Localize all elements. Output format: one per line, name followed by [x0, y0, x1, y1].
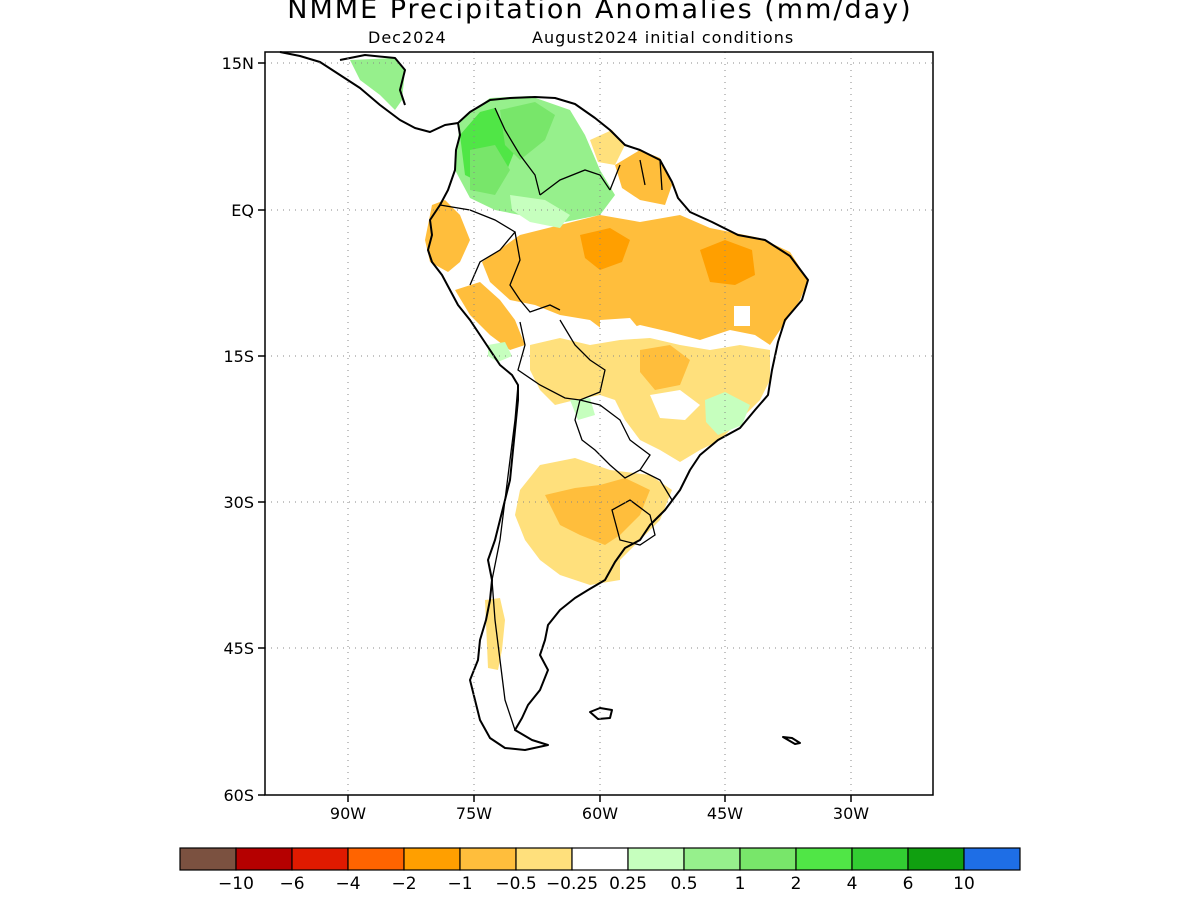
- axis-ticks: [258, 62, 852, 802]
- wet-patch-southeast-brazil: [705, 392, 750, 435]
- dry-anomaly-patagonia: [485, 598, 505, 670]
- legend-label: −1: [447, 874, 472, 894]
- lat-label: 15S: [223, 347, 254, 366]
- central-america-coastline: [279, 51, 459, 133]
- legend-label: −0.25: [546, 874, 598, 894]
- map-title: NMME Precipitation Anomalies (mm/day): [287, 0, 913, 25]
- anomaly-fields: [350, 58, 808, 670]
- legend-label: −10: [218, 874, 254, 894]
- legend-swatch: [459, 847, 517, 871]
- legend-label: −0.5: [495, 874, 536, 894]
- border-venezuela-brazil: [539, 169, 611, 196]
- wet-patch-amazon: [510, 195, 570, 228]
- legend-swatch: [739, 847, 797, 871]
- lat-label: 45S: [223, 639, 254, 658]
- legend-swatch: [907, 847, 965, 871]
- legend-swatch: [179, 847, 237, 871]
- dry-anomaly-ecuador-peru: [425, 200, 470, 272]
- dry-patch-mato-grosso: [640, 345, 690, 390]
- lat-label: EQ: [231, 201, 254, 220]
- legend-label: 0.25: [609, 874, 647, 894]
- dry-anomaly-brazil: [482, 215, 808, 345]
- color-legend-labels: −10 −6 −4 −2 −1 −0.5 −0.25 0.25 0.5 1 2 4 6 10: [218, 874, 975, 894]
- latitude-labels: 15N EQ 15S 30S 45S 60S: [222, 54, 254, 805]
- wet-core-colombia: [470, 145, 510, 195]
- moderate-dry-northeast: [700, 240, 755, 285]
- legend-swatch: [683, 847, 741, 871]
- border-paraguay: [574, 399, 651, 479]
- initial-conditions-label: August2024 initial conditions: [532, 28, 795, 47]
- border-guianas: [609, 159, 663, 191]
- legend-label: −2: [391, 874, 416, 894]
- legend-swatch: [963, 847, 1021, 871]
- legend-swatch: [795, 847, 853, 871]
- legend-swatch: [235, 847, 293, 871]
- longitude-labels: 90W 75W 60W 45W 30W: [330, 804, 869, 823]
- map-frame: [264, 51, 934, 796]
- lat-label: 60S: [223, 786, 254, 805]
- legend-label: 2: [791, 874, 802, 894]
- border-colombia-venezuela: [494, 107, 541, 196]
- legend-label: 4: [847, 874, 858, 894]
- south-america-coastline: [427, 96, 809, 751]
- lon-label: 60W: [582, 804, 618, 823]
- legend-swatch: [291, 847, 349, 871]
- border-peru-brazil: [509, 231, 561, 313]
- forecast-month: Dec2024: [368, 28, 447, 47]
- lon-label: 75W: [456, 804, 492, 823]
- caribbean-coastline: [339, 54, 406, 106]
- lon-label: 45W: [707, 804, 743, 823]
- wet-patch-paraguay: [570, 398, 595, 420]
- light-dry-central-brazil: [530, 338, 770, 462]
- legend-swatch: [515, 847, 573, 871]
- border-uruguay: [611, 499, 656, 546]
- color-legend: [179, 847, 1021, 871]
- legend-swatch: [403, 847, 461, 871]
- wet-anomaly-central-america: [350, 58, 405, 110]
- legend-swatch: [347, 847, 405, 871]
- lon-label: 30W: [833, 804, 869, 823]
- legend-label: 1: [735, 874, 746, 894]
- neutral-patch-2: [600, 318, 640, 340]
- legend-swatch: [571, 847, 629, 871]
- lat-label: 30S: [223, 493, 254, 512]
- falklands: [589, 707, 613, 720]
- legend-label: −4: [335, 874, 360, 894]
- moderate-dry-central: [580, 228, 630, 270]
- legend-swatch: [627, 847, 685, 871]
- border-brazil-argentina: [639, 469, 673, 501]
- lon-label: 90W: [330, 804, 366, 823]
- border-chile-argentina: [491, 384, 519, 731]
- moderate-dry-la-plata: [545, 478, 650, 545]
- grid-lines: [265, 52, 933, 795]
- legend-label: 6: [903, 874, 914, 894]
- neutral-patch-3: [650, 390, 700, 420]
- legend-swatch: [851, 847, 909, 871]
- coastlines: [279, 51, 809, 751]
- neutral-patch-1: [734, 306, 750, 326]
- south-georgia: [782, 736, 801, 745]
- legend-label: −6: [279, 874, 304, 894]
- legend-label: 10: [953, 874, 975, 894]
- dry-anomaly-peru: [455, 282, 525, 350]
- lat-label: 15N: [222, 54, 254, 73]
- light-dry-guianas: [590, 130, 625, 165]
- legend-label: 0.5: [670, 874, 697, 894]
